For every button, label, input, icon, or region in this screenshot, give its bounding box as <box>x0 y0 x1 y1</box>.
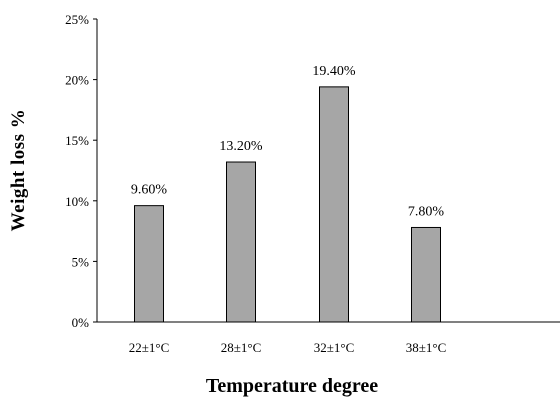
data-label: 9.60% <box>131 183 168 198</box>
bar <box>226 161 256 323</box>
data-label: 7.80% <box>408 204 445 219</box>
x-tick-label: 32±1°C <box>314 340 355 355</box>
x-axis-title: Temperature degree <box>206 375 378 397</box>
bar <box>411 226 441 323</box>
y-tick-label: 20% <box>65 73 89 88</box>
x-tick-label: 28±1°C <box>221 340 262 355</box>
y-tick-label: 25% <box>65 12 89 27</box>
x-tick-label: 22±1°C <box>129 340 170 355</box>
y-tick-label: 10% <box>65 194 89 209</box>
data-label: 13.20% <box>219 139 263 154</box>
data-label: 19.40% <box>312 64 356 79</box>
y-tick-label: 15% <box>65 133 89 148</box>
x-axis: 22±1°C 28±1°C 32±1°C 38±1°C <box>97 321 560 355</box>
bar <box>319 86 349 323</box>
y-axis: 0% 5% 10% 15% 20% 25% <box>65 12 98 330</box>
y-axis-title: Weight loss % <box>8 109 29 232</box>
bars: 9.60% 13.20% 19.40% 7.80% <box>131 64 445 323</box>
y-tick-label: 5% <box>72 254 90 269</box>
x-tick-label: 38±1°C <box>406 340 447 355</box>
bar <box>134 205 164 323</box>
y-tick-label: 0% <box>72 315 90 330</box>
